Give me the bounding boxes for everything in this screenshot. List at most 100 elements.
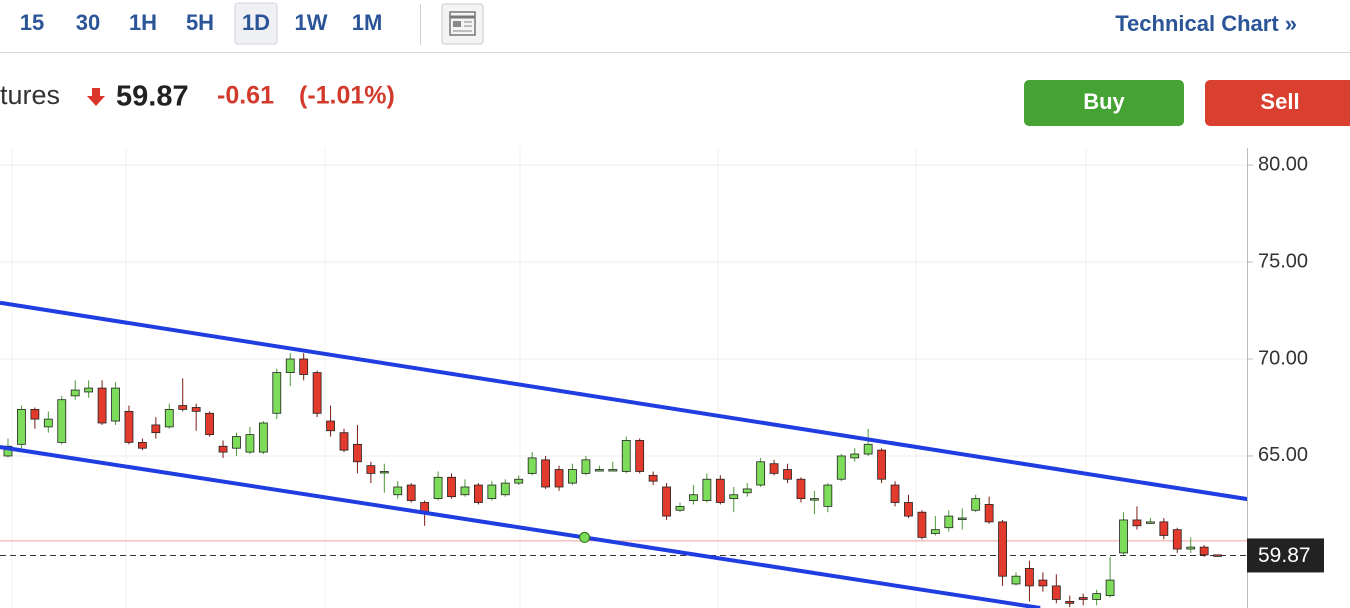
toolbar (0, 0, 1350, 52)
candle-body (312, 372, 322, 414)
buy-button[interactable]: Buy (1024, 80, 1184, 126)
candle-body (836, 455, 846, 480)
candle-body (84, 387, 94, 393)
candle-body (164, 409, 174, 428)
candle-body (863, 443, 873, 455)
candle-body (823, 484, 833, 507)
candle-body (984, 504, 994, 523)
candle-body (944, 515, 954, 529)
candle-body (1105, 579, 1115, 596)
candle-body (245, 434, 255, 453)
candle-body (971, 498, 981, 511)
timeframe-tab[interactable]: 1M (352, 10, 383, 35)
candle-body (500, 482, 510, 496)
candle-body (568, 469, 577, 484)
candle-body (877, 449, 886, 480)
candle-body (447, 476, 456, 498)
candle-body (527, 457, 537, 474)
candle-body (57, 399, 67, 443)
candle-body (1119, 519, 1128, 554)
last-price-label: 59.87 (1258, 544, 1311, 567)
candle-body (1065, 601, 1075, 604)
candle-body (1186, 546, 1196, 550)
candle-body (393, 486, 403, 496)
candle-body (1213, 554, 1222, 557)
candle-body (326, 420, 335, 432)
candle-body (178, 405, 188, 410)
candle-body (406, 484, 416, 501)
candle-body (151, 424, 161, 434)
candle-body (258, 422, 268, 453)
candle-body (205, 412, 215, 436)
candle-body (1172, 529, 1182, 550)
candle-body (1078, 597, 1088, 600)
timeframe-tab[interactable]: 30 (76, 10, 100, 35)
candle-body (514, 478, 524, 484)
candle-body (299, 358, 309, 375)
candle-body (581, 459, 591, 474)
candle-body (43, 418, 53, 428)
candle-body (70, 389, 80, 397)
timeframe-tab[interactable]: 1H (129, 10, 157, 35)
trend-line (0, 445, 1041, 608)
price: 59.87 (116, 81, 189, 113)
candle-body (689, 494, 698, 501)
candle-body (1025, 568, 1034, 587)
candle-body (998, 521, 1007, 577)
candle-body (594, 469, 604, 472)
sell-label[interactable]: Sell (1260, 89, 1299, 114)
candle-body (783, 469, 792, 480)
y-tick-label: 65.00 (1258, 444, 1308, 466)
candle-body (957, 517, 967, 520)
candle-body (608, 469, 618, 472)
candle-body (473, 484, 483, 503)
candle-body (124, 410, 134, 443)
candle-body (1146, 521, 1155, 524)
trend-line (0, 300, 1247, 502)
last-price-box (1247, 538, 1324, 573)
layout-icon-button[interactable] (441, 3, 484, 45)
candle-body (1199, 546, 1209, 556)
active-tab-bg (234, 2, 278, 45)
candle-body (769, 463, 779, 474)
candle-body (272, 372, 282, 414)
timeframe-tab[interactable]: 15 (20, 10, 44, 35)
technical-chart-link[interactable]: Technical Chart » (1115, 11, 1297, 36)
y-tick-label: 70.00 (1258, 347, 1308, 369)
sell-button[interactable]: Sell (1205, 80, 1350, 126)
candle-body (890, 484, 900, 503)
candle-body (675, 505, 685, 511)
candle-body (796, 478, 806, 500)
candle-body (742, 488, 752, 494)
candle-body (930, 529, 940, 534)
y-tick-label: 75.00 (1258, 250, 1308, 272)
instrument-name: tures (0, 80, 60, 110)
candle-body (1092, 593, 1102, 600)
timeframe-tab[interactable]: 5H (186, 10, 214, 35)
candle-body (460, 486, 470, 496)
timeframe-tab[interactable]: 1D (242, 10, 270, 35)
candle-body (648, 474, 658, 482)
timeframe-tab[interactable]: 1W (295, 10, 328, 35)
candle-body (756, 461, 766, 486)
candle-body (353, 443, 362, 463)
buy-label[interactable]: Buy (1083, 89, 1125, 114)
anchor-point (579, 531, 591, 543)
candle-body (554, 469, 564, 488)
candle-body (1051, 585, 1061, 600)
candle-body (218, 445, 228, 453)
candle-body (97, 387, 107, 424)
candle-body (339, 432, 349, 451)
candle-body (715, 478, 725, 503)
candle-body (137, 441, 147, 449)
vertical-grid (11, 148, 1087, 608)
candle-body (366, 465, 376, 474)
candle-body (635, 440, 645, 472)
candle-body (1159, 521, 1169, 536)
candle-body (433, 476, 443, 500)
change: -0.61 (217, 82, 274, 110)
y-tick-label: 80.00 (1258, 153, 1308, 175)
candle-body (810, 498, 819, 501)
candle-body (621, 440, 631, 472)
